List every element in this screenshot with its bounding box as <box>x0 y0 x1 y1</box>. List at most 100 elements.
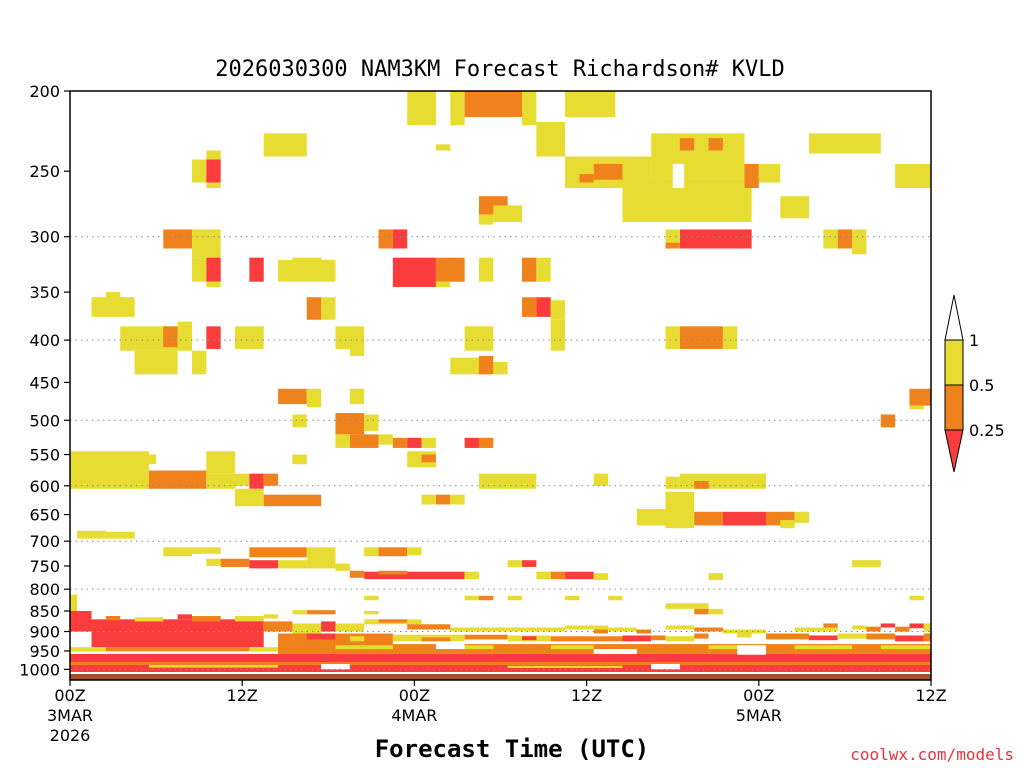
heatmap-cell-orange <box>306 297 322 320</box>
heatmap-cell-orange <box>708 138 723 151</box>
heatmap-cell-yellow <box>450 627 566 632</box>
heatmap-cell-orange <box>593 629 609 634</box>
heatmap-cell-yellow <box>895 163 931 189</box>
heatmap-cell-yellow <box>923 623 931 632</box>
heatmap-cell-yellow <box>550 300 566 320</box>
heatmap-cell-red <box>306 633 336 640</box>
heatmap-gap <box>435 641 465 650</box>
heatmap-cell-yellow <box>278 560 307 569</box>
heatmap-cell-yellow <box>493 205 523 223</box>
heatmap-cell-yellow <box>292 454 307 465</box>
heatmap-cell-yellow <box>378 434 393 445</box>
legend-swatch-orange <box>944 384 964 431</box>
heatmap-cell-yellow <box>407 91 436 126</box>
heatmap-cell-orange <box>765 633 810 640</box>
heatmap-cell-orange <box>278 644 931 654</box>
heatmap-cell-yellow <box>651 133 745 179</box>
heatmap-cell-yellow <box>565 625 609 630</box>
y-tick-label: 1000 <box>19 660 60 679</box>
heatmap-cell-orange <box>407 624 451 630</box>
heatmap-cell-red <box>722 511 766 526</box>
heatmap-cell-yellow <box>593 473 609 486</box>
legend-label: 1 <box>969 331 979 350</box>
heatmap-cell-yellow <box>421 494 436 505</box>
heatmap-cell-yellow <box>636 508 666 526</box>
heatmap-cell-red <box>895 635 924 642</box>
heatmap-cell-yellow <box>909 595 924 601</box>
heatmap-cell-red <box>206 326 221 349</box>
heatmap-cell-yellow <box>91 297 135 317</box>
heatmap-cell-red <box>809 635 838 641</box>
heatmap-cell-yellow <box>306 547 336 569</box>
x-tick-date: 5MAR <box>736 706 782 725</box>
heatmap-cell-yellow <box>263 133 307 157</box>
heatmap-cell-orange <box>249 547 307 558</box>
heatmap-cell-yellow <box>349 636 365 642</box>
heatmap-cell-yellow <box>665 625 695 630</box>
heatmap-gap <box>593 649 637 654</box>
legend-label: 0.25 <box>969 421 1005 440</box>
heatmap-cell-orange <box>478 595 494 601</box>
heatmap-cell-yellow <box>507 595 523 601</box>
heatmap-cell-yellow <box>852 625 867 630</box>
heatmap-cell-orange <box>694 608 709 615</box>
heatmap-cell-red <box>392 257 436 287</box>
heatmap-cell-yellow <box>708 573 723 581</box>
heatmap-cell-yellow <box>148 665 279 668</box>
heatmap-gap <box>651 663 680 670</box>
heatmap-cell-yellow <box>464 595 479 601</box>
heatmap-cell-red <box>206 257 221 282</box>
y-tick-label: 950 <box>29 642 60 661</box>
heatmap-cell-red <box>909 623 924 629</box>
legend: 1 0.5 0.25 <box>944 294 1005 473</box>
heatmap-cell-red <box>321 621 336 632</box>
heatmap-cell-orange <box>148 470 207 489</box>
heatmap-cell-yellow <box>134 617 164 622</box>
heatmap-cell-yellow <box>70 451 149 489</box>
heatmap-cell-yellow <box>177 321 192 351</box>
heatmap-cell-orange <box>306 610 336 615</box>
heatmap-cell-orange <box>837 229 853 249</box>
heatmap-cell-yellow <box>665 514 695 529</box>
heatmap-cell-orange <box>191 616 221 622</box>
heatmap-cell-yellow <box>794 627 838 632</box>
heatmap-cell-red <box>249 560 279 569</box>
heatmap-cell-yellow <box>665 326 680 349</box>
heatmap-cell-yellow <box>105 292 121 299</box>
heatmap-cell-yellow <box>550 319 566 351</box>
heatmap-cell-yellow <box>608 627 637 632</box>
y-tick-label: 500 <box>29 411 60 430</box>
heatmap-cell-red <box>522 560 537 567</box>
heatmap-cell-yellow <box>622 188 752 223</box>
heatmap-cell-orange <box>694 627 723 632</box>
heatmap-cells <box>70 91 931 673</box>
heatmap-cell-yellow <box>737 633 752 638</box>
heatmap-gap <box>672 163 685 189</box>
heatmap-cell-yellow <box>206 182 221 189</box>
heatmap-cell-red <box>249 473 264 489</box>
heatmap-cell-yellow <box>349 388 365 405</box>
y-tick-label: 800 <box>29 580 60 599</box>
heatmap-cell-yellow <box>77 530 106 539</box>
heatmap-cell-red <box>364 571 465 580</box>
heatmap-cell-yellow <box>794 511 810 523</box>
heatmap-cell-orange <box>593 163 623 180</box>
heatmap-cell-yellow <box>665 229 680 243</box>
heatmap-cell-orange <box>866 626 881 632</box>
heatmap-cell-orange <box>335 413 365 435</box>
heatmap-cell-yellow <box>478 214 494 225</box>
y-tick-label: 350 <box>29 283 60 302</box>
heatmap-cell-yellow <box>837 633 867 639</box>
heatmap-cell-yellow <box>70 594 78 611</box>
heatmap-cell-yellow <box>464 571 479 580</box>
heatmap-cell-orange <box>464 91 523 117</box>
heatmap-cell-yellow <box>292 610 307 615</box>
heatmap-cell-orange <box>263 621 293 632</box>
heatmap-cell-yellow <box>421 437 436 448</box>
heatmap-cell-yellow <box>335 623 365 632</box>
heatmap-cell-yellow <box>565 91 616 117</box>
heatmap-cell-yellow <box>292 414 307 428</box>
heatmap-gap <box>737 645 766 655</box>
legend-top-triangle <box>944 294 964 341</box>
